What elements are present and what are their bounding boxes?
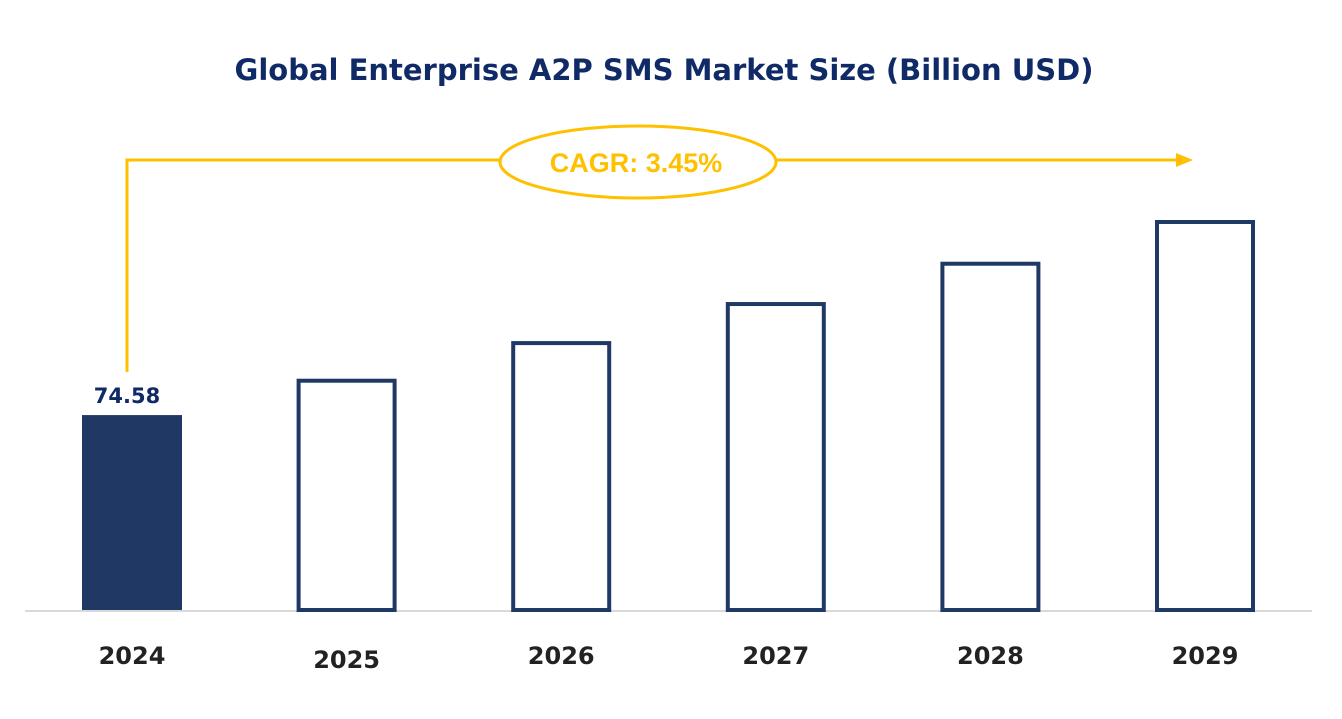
x-tick-label-2026: 2026	[528, 642, 595, 670]
x-tick-label-2027: 2027	[742, 642, 809, 670]
bar-2025	[296, 378, 397, 613]
x-tick-label-2029: 2029	[1172, 642, 1239, 670]
cagr-arrow-line	[125, 158, 1185, 372]
chart-title: Global Enterprise A2P SMS Market Size (B…	[235, 53, 1094, 87]
bar-2026	[511, 341, 612, 612]
cagr-arrowhead-icon	[1176, 153, 1193, 167]
x-tick-label-2028: 2028	[957, 642, 1024, 670]
data-label-2024: 74.58	[94, 384, 160, 408]
bar-2029	[1155, 220, 1255, 612]
cagr-label: CAGR: 3.45%	[550, 148, 723, 178]
bar-2024	[82, 415, 182, 610]
cagr-annotation: CAGR: 3.45%	[125, 124, 1193, 372]
x-tick-label-2025: 2025	[313, 646, 380, 674]
bar-2027	[725, 302, 826, 612]
cagr-ellipse	[498, 124, 778, 200]
bar-2028	[940, 261, 1041, 612]
x-tick-label-2024: 2024	[99, 642, 166, 670]
